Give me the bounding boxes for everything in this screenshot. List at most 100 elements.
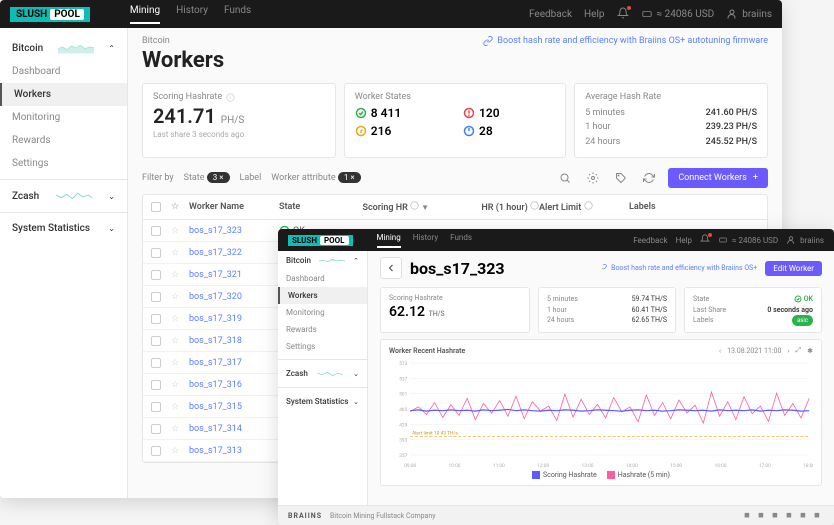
nav-funds[interactable]: Funds [224, 5, 251, 24]
help-link[interactable]: Help [584, 9, 604, 20]
gear-icon[interactable] [584, 169, 602, 187]
worker-link[interactable]: bos_s17_322 [189, 248, 242, 258]
sort-desc-icon[interactable]: ▼ [421, 203, 429, 212]
row-checkbox[interactable] [151, 226, 161, 236]
star-icon[interactable]: ☆ [171, 424, 179, 434]
sidebar-item-rewards[interactable]: Rewards [0, 129, 127, 152]
detail-user[interactable]: braiins [786, 235, 824, 245]
social-icon[interactable]: ◼ [758, 511, 768, 521]
col-labels[interactable]: Labels [629, 202, 759, 212]
worker-link[interactable]: bos_s17_319 [189, 314, 242, 324]
nav-history[interactable]: History [176, 5, 208, 24]
promo-link[interactable]: Boost hash rate and efficiency with Brai… [483, 36, 768, 46]
checkbox-all[interactable] [151, 202, 161, 212]
chevron-up-icon: ⌃ [108, 44, 115, 53]
filter-label-col[interactable]: Label [240, 173, 262, 183]
row-checkbox[interactable] [151, 402, 161, 412]
detail-feedback[interactable]: Feedback [633, 236, 667, 245]
social-icon[interactable]: ◼ [786, 511, 796, 521]
row-checkbox[interactable] [151, 292, 161, 302]
filter-attr[interactable]: Worker attribute 1 × [271, 173, 360, 183]
row-checkbox[interactable] [151, 270, 161, 280]
row-checkbox[interactable] [151, 424, 161, 434]
row-checkbox[interactable] [151, 336, 161, 346]
detail-logo[interactable]: SLUSH POOL [288, 235, 353, 246]
col-alert[interactable]: Alert Limit [539, 203, 581, 213]
star-icon[interactable]: ☆ [171, 446, 179, 456]
sidebar-item-workers[interactable]: Workers [0, 83, 127, 106]
star-icon[interactable]: ☆ [171, 358, 179, 368]
nav-mining[interactable]: Mining [130, 5, 160, 24]
detail-sb-bitcoin[interactable]: Bitcoin ⌃ [278, 251, 367, 270]
social-icon[interactable]: ◼ [800, 511, 810, 521]
star-icon[interactable]: ☆ [171, 402, 179, 412]
detail-wallet[interactable]: ≈ 24086 USD [718, 236, 778, 245]
worker-link[interactable]: bos_s17_323 [189, 226, 242, 236]
notifications-icon[interactable] [617, 7, 629, 22]
row-checkbox[interactable] [151, 358, 161, 368]
detail-bell-icon[interactable] [700, 234, 710, 246]
search-icon[interactable] [556, 169, 574, 187]
detail-sb-zcash[interactable]: Zcash ⌄ [278, 364, 367, 383]
feedback-link[interactable]: Feedback [529, 9, 572, 20]
star-icon[interactable]: ☆ [171, 270, 179, 280]
star-icon[interactable]: ☆ [171, 380, 179, 390]
social-icon[interactable]: ◼ [772, 511, 782, 521]
refresh-icon[interactable] [640, 169, 658, 187]
worker-link[interactable]: bos_s17_318 [189, 336, 242, 346]
star-icon[interactable]: ☆ [171, 314, 179, 324]
detail-help[interactable]: Help [676, 236, 692, 245]
detail-sb-monitoring[interactable]: Monitoring [278, 304, 367, 321]
col-hr[interactable]: HR (1 hour) [481, 203, 527, 213]
sidebar-item-dashboard[interactable]: Dashboard [0, 60, 127, 83]
worker-link[interactable]: bos_s17_315 [189, 402, 242, 412]
edit-worker-button[interactable]: Edit Worker [765, 261, 822, 276]
back-button[interactable] [380, 257, 402, 279]
worker-link[interactable]: bos_s17_314 [189, 424, 242, 434]
chart-zoom-icon[interactable]: ⤢ [796, 346, 802, 355]
sidebar-section-bitcoin[interactable]: Bitcoin ⌃ [0, 36, 127, 60]
logo[interactable]: SLUSH POOL [10, 7, 90, 22]
wallet-balance[interactable]: ≈ 24086 USD [641, 9, 715, 20]
connect-workers-button[interactable]: Connect Workers+ [668, 168, 768, 188]
sidebar-section-zcash[interactable]: Zcash ⌄ [0, 184, 127, 208]
sidebar-item-monitoring[interactable]: Monitoring [0, 106, 127, 129]
row-checkbox[interactable] [151, 380, 161, 390]
social-icon[interactable]: ◼ [814, 511, 824, 521]
star-icon[interactable]: ☆ [171, 248, 179, 258]
page-title: Workers [142, 48, 224, 73]
star-icon[interactable]: ☆ [171, 226, 179, 236]
row-checkbox[interactable] [151, 314, 161, 324]
social-icon[interactable]: ◼ [744, 511, 754, 521]
detail-sb-settings[interactable]: Settings [278, 338, 367, 355]
chart-next-icon[interactable]: › [787, 347, 789, 355]
tag-icon[interactable] [612, 169, 630, 187]
detail-sb-workers[interactable]: Workers [278, 287, 367, 304]
worker-link[interactable]: bos_s17_316 [189, 380, 242, 390]
detail-nav-mining[interactable]: Mining [377, 233, 401, 248]
chart-prev-icon[interactable]: ‹ [719, 347, 721, 355]
detail-sb-rewards[interactable]: Rewards [278, 321, 367, 338]
star-icon[interactable]: ☆ [171, 292, 179, 302]
row-checkbox[interactable] [151, 446, 161, 456]
star-icon[interactable]: ☆ [171, 336, 179, 346]
user-menu[interactable]: braiins [726, 8, 772, 20]
worker-link[interactable]: bos_s17_321 [189, 270, 242, 280]
detail-sb-dashboard[interactable]: Dashboard [278, 270, 367, 287]
filter-state[interactable]: State 3 × [184, 173, 230, 183]
row-checkbox[interactable] [151, 248, 161, 258]
detail-promo-link[interactable]: Boost hash rate and efficiency with Brai… [599, 264, 757, 272]
col-name[interactable]: Worker Name [189, 202, 244, 212]
sidebar-item-settings[interactable]: Settings [0, 152, 127, 175]
star-header-icon[interactable]: ☆ [171, 202, 179, 212]
worker-link[interactable]: bos_s17_313 [189, 446, 242, 456]
detail-sb-system[interactable]: System Statistics ⌄ [278, 392, 367, 411]
col-state[interactable]: State [279, 202, 339, 212]
detail-nav-history[interactable]: History [413, 233, 438, 248]
worker-link[interactable]: bos_s17_317 [189, 358, 242, 368]
chart-settings-icon[interactable]: ✱ [807, 347, 813, 355]
detail-nav-funds[interactable]: Funds [450, 233, 472, 248]
col-score[interactable]: Scoring HR [362, 203, 407, 213]
sidebar-section-system[interactable]: System Statistics ⌄ [0, 217, 127, 240]
worker-link[interactable]: bos_s17_320 [189, 292, 242, 302]
